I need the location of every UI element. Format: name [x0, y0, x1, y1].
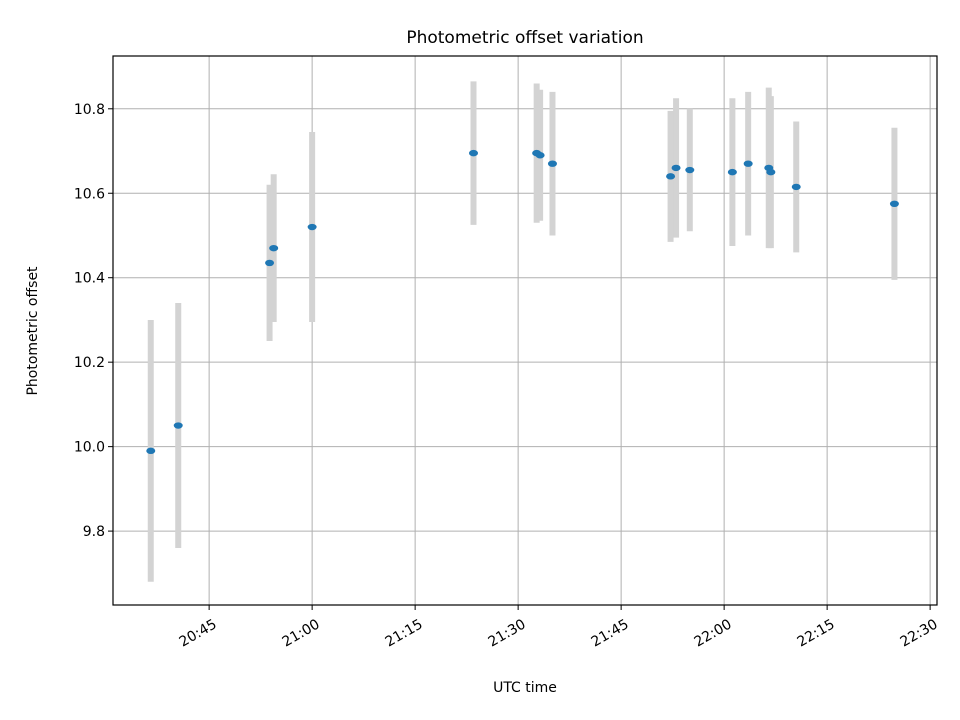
chart-title: Photometric offset variation [406, 28, 643, 48]
data-point [889, 200, 899, 208]
data-point [766, 168, 776, 176]
y-tick-label: 9.8 [83, 524, 105, 540]
data-points [146, 149, 899, 455]
plot-frame [112, 55, 938, 606]
data-point [791, 183, 801, 191]
data-point [666, 173, 676, 180]
data-point [671, 164, 681, 172]
y-tick-label: 10.0 [74, 440, 105, 456]
data-point [307, 223, 317, 231]
x-axis-label: UTC time [493, 680, 557, 696]
data-point [743, 160, 753, 167]
grid [113, 56, 937, 605]
data-point [146, 447, 156, 455]
data-point [265, 259, 275, 267]
data-point [173, 422, 183, 429]
data-point [685, 166, 695, 174]
data-point [535, 152, 545, 159]
y-tick-label: 10.2 [74, 355, 105, 371]
data-point [269, 244, 279, 252]
y-tick-label: 10.6 [74, 186, 105, 202]
data-point [469, 149, 478, 157]
y-axis-label: Photometric offset [25, 266, 41, 396]
data-point [547, 160, 557, 167]
y-tick-label: 10.4 [74, 271, 105, 287]
data-point [727, 168, 737, 176]
y-tick-label: 10.8 [74, 102, 105, 118]
y-axis: 9.8 10.0 10.2 10.4 10.6 10.8 [74, 102, 113, 540]
